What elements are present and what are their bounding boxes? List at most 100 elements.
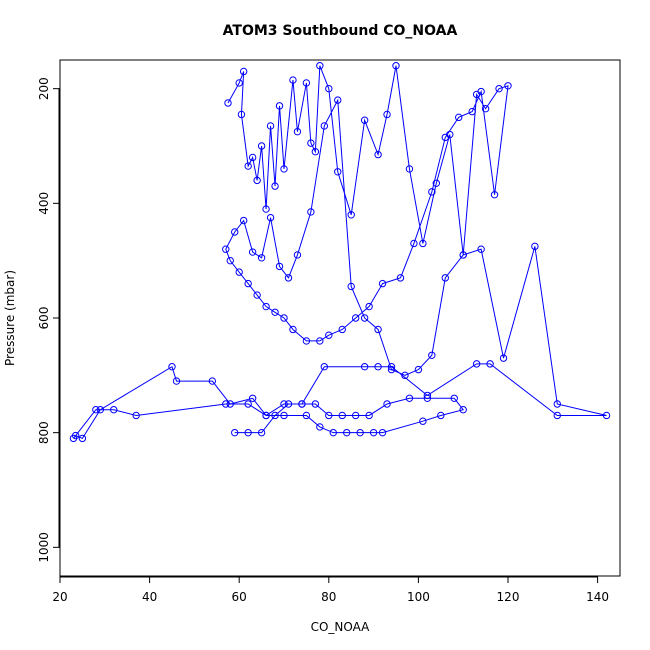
data-point — [423, 394, 432, 402]
data-point — [437, 411, 445, 420]
data-point — [387, 365, 396, 374]
data-point — [69, 434, 78, 443]
data-point — [316, 423, 324, 431]
data-point — [298, 400, 306, 408]
series-line — [73, 65, 607, 440]
data-point — [231, 228, 239, 236]
data-point — [481, 105, 490, 113]
data-point — [338, 325, 346, 334]
data-point — [405, 165, 414, 173]
data-point — [477, 245, 485, 253]
data-point — [374, 363, 382, 371]
data-point — [320, 122, 329, 130]
data-point — [284, 400, 293, 408]
data-point — [369, 428, 378, 437]
data-point — [302, 411, 311, 420]
data-point — [235, 268, 243, 276]
data-point — [410, 239, 418, 248]
data-point — [459, 251, 467, 259]
data-point — [428, 351, 436, 359]
data-point — [477, 87, 485, 96]
data-point — [132, 411, 140, 420]
data-point — [343, 428, 351, 437]
data-point — [311, 400, 320, 408]
data-point — [208, 377, 217, 385]
data-point — [293, 251, 302, 259]
y-axis: 200 400 600 800 1000 — [37, 77, 60, 563]
data-point — [257, 428, 266, 437]
data-point — [423, 391, 432, 400]
data-point — [553, 411, 561, 420]
y-tick-label: 600 — [37, 307, 51, 330]
data-point — [302, 337, 311, 345]
data-point — [383, 400, 391, 408]
data-point — [253, 291, 261, 299]
data-point — [222, 400, 230, 408]
data-point — [455, 113, 463, 122]
data-point — [365, 302, 373, 311]
data-point — [231, 428, 239, 437]
data-point — [275, 262, 284, 271]
data-point — [351, 411, 360, 420]
x-tick-label: 80 — [321, 590, 336, 604]
x-tick-label: 60 — [232, 590, 247, 604]
data-point — [226, 400, 234, 408]
data-point — [441, 274, 449, 282]
data-point — [401, 371, 409, 380]
data-point — [96, 406, 105, 414]
data-point — [239, 67, 248, 76]
data-point — [378, 428, 387, 437]
data-point — [266, 122, 275, 130]
data-point — [351, 314, 360, 322]
data-point — [266, 213, 275, 222]
data-point — [172, 377, 181, 385]
data-point — [325, 331, 333, 339]
data-point — [307, 139, 315, 147]
x-axis: 20 40 60 80 100 120 140 — [52, 576, 609, 604]
data-point — [271, 308, 279, 316]
x-tick-label: 120 — [497, 590, 520, 604]
y-tick-label: 800 — [37, 421, 51, 444]
data-point — [325, 84, 333, 93]
data-point — [329, 428, 337, 437]
data-point — [110, 406, 118, 414]
data-point — [360, 116, 369, 124]
data-point — [302, 79, 311, 87]
data-point — [280, 314, 288, 322]
data-point — [374, 325, 382, 334]
data-point — [396, 274, 405, 282]
data-point — [490, 191, 499, 199]
data-point — [235, 79, 243, 87]
data-point — [419, 239, 427, 248]
data-point — [320, 363, 329, 371]
data-point — [280, 400, 288, 408]
data-point — [531, 242, 539, 251]
data-point — [334, 96, 342, 104]
data-point — [78, 434, 87, 443]
data-point — [338, 411, 346, 420]
y-tick-label: 200 — [37, 77, 51, 100]
data-point — [244, 279, 252, 288]
data-point — [244, 162, 252, 170]
data-point — [262, 302, 270, 311]
data-point — [414, 365, 423, 374]
data-point — [553, 400, 561, 408]
data-point — [168, 363, 176, 371]
data-point — [365, 411, 373, 420]
data-point — [244, 400, 252, 408]
data-point — [459, 406, 467, 414]
data-point — [271, 182, 279, 190]
data-point — [387, 363, 396, 371]
data-point — [419, 417, 427, 425]
data-point — [602, 411, 611, 420]
data-point — [248, 248, 257, 256]
data-point — [450, 394, 458, 402]
data-point — [311, 148, 320, 156]
data-point — [495, 84, 503, 93]
data-point — [92, 406, 100, 414]
data-point — [347, 282, 355, 291]
series-group — [69, 62, 611, 443]
y-axis-label: Pressure (mbar) — [3, 270, 17, 366]
data-point — [405, 394, 414, 402]
